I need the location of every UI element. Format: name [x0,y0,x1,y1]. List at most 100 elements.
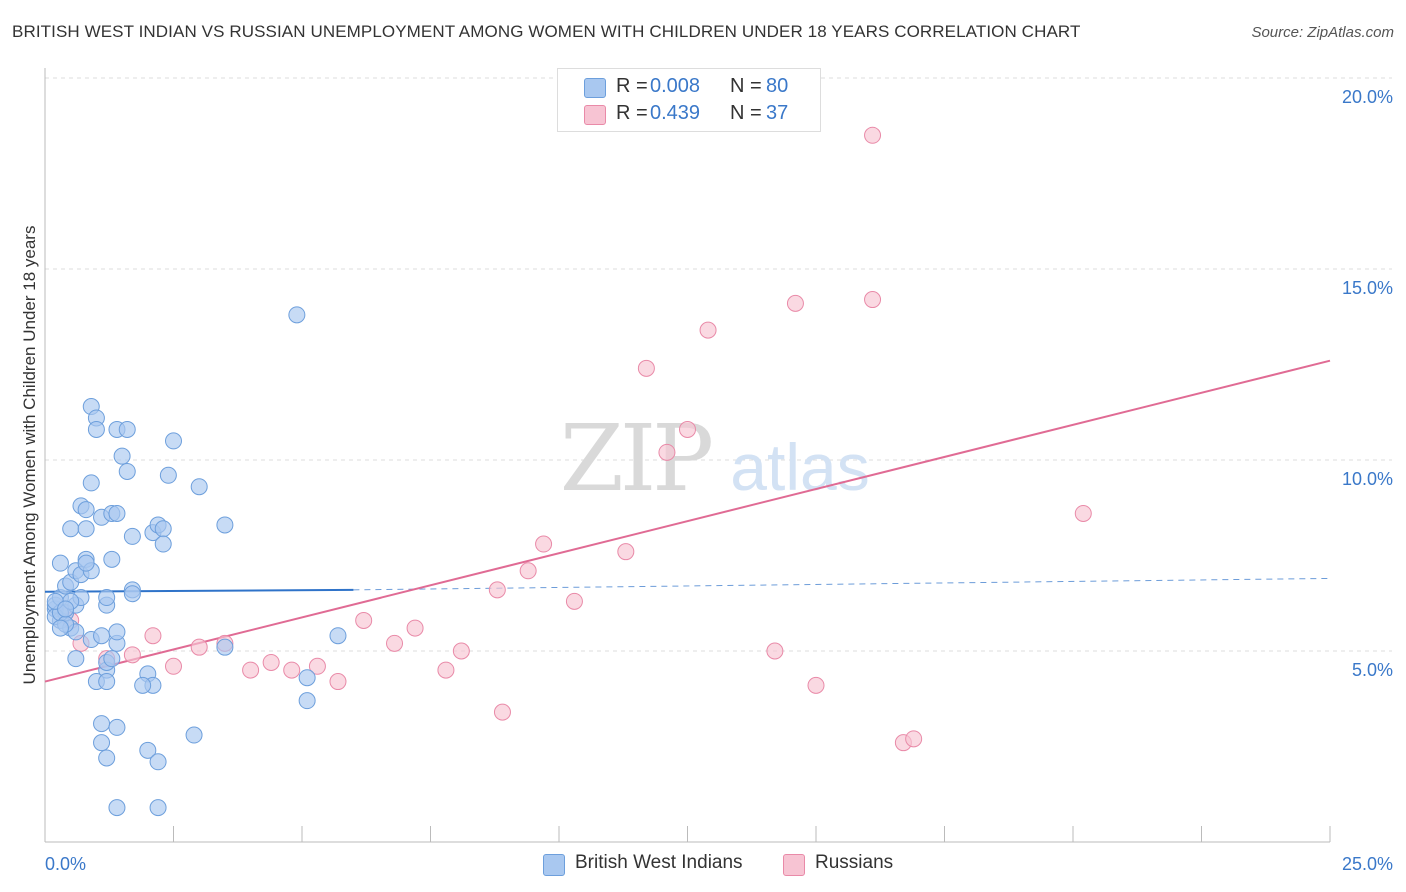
point-british-west-indians [93,715,111,733]
point-russians [262,653,280,671]
point-russians [144,627,162,645]
legend-r-value: 0.008 [650,75,701,97]
legend-swatch-blue [584,78,606,98]
point-british-west-indians [216,638,234,656]
point-british-west-indians [298,692,316,710]
point-british-west-indians [123,585,141,603]
point-russians [488,581,506,599]
legend-n-value: 37 [766,102,789,124]
point-russians [905,730,923,748]
point-british-west-indians [298,669,316,687]
point-british-west-indians [185,726,203,744]
point-british-west-indians [93,734,111,752]
point-british-west-indians [118,420,136,438]
point-british-west-indians [98,749,116,767]
legend-n-label: N = [730,102,762,124]
point-british-west-indians [57,600,75,618]
point-russians [637,359,655,377]
point-russians [519,562,537,580]
point-british-west-indians [123,527,141,545]
point-british-west-indians [113,447,131,465]
point-british-west-indians [103,650,121,668]
point-russians [617,543,635,561]
legend-swatch-pink [584,105,606,125]
point-british-west-indians [77,520,95,538]
point-british-west-indians [67,650,85,668]
source-label: Source: ZipAtlas.com [1251,24,1394,41]
trend-lines [44,359,1331,683]
point-russians [452,642,470,660]
point-russians [699,321,717,339]
point-british-west-indians [108,504,126,522]
trend-line-british-west-indians-extension [353,577,1331,591]
x-tick-label: 0.0% [45,854,86,874]
point-british-west-indians [165,432,182,450]
point-british-west-indians [98,589,116,607]
point-british-west-indians [51,554,69,572]
point-russians [190,638,208,656]
point-british-west-indians [62,520,80,538]
point-russians [807,676,825,694]
point-british-west-indians [329,627,347,645]
point-british-west-indians [82,474,100,492]
point-british-west-indians [108,623,126,641]
point-russians [329,673,347,691]
legend-r-label: R = [616,102,648,124]
point-russians [1074,504,1092,522]
chart-title: BRITISH WEST INDIAN VS RUSSIAN UNEMPLOYM… [12,22,1081,41]
bottom-legend-label: British West Indians [575,852,743,873]
x-tick-label: 25.0% [1342,854,1393,874]
point-russians [308,657,326,675]
y-tick-label: 15.0% [1342,278,1393,298]
point-british-west-indians [118,462,136,480]
point-russians [242,661,260,679]
legend-r-value: 0.439 [650,102,701,124]
point-russians [864,291,882,309]
point-russians [493,703,511,721]
legend-r-label: R = [616,75,648,97]
point-british-west-indians [134,676,152,694]
axes [44,68,1331,843]
point-russians [355,611,373,629]
point-british-west-indians [93,627,111,645]
point-russians [386,634,404,652]
point-british-west-indians [154,535,172,553]
y-tick-label: 5.0% [1352,660,1393,680]
point-russians [283,661,301,679]
legend-n-label: N = [730,75,762,97]
point-british-west-indians [51,619,69,637]
point-british-west-indians [87,420,105,438]
point-british-west-indians [288,306,306,324]
data-points [46,126,1092,817]
point-russians [535,535,553,553]
point-russians [766,642,784,660]
point-british-west-indians [149,799,167,817]
point-british-west-indians [98,673,116,691]
point-russians [165,657,182,675]
point-russians [864,126,882,144]
point-russians [679,420,696,438]
legend-n-value: 80 [766,75,789,97]
point-british-west-indians [149,753,167,771]
point-british-west-indians [77,554,95,572]
trend-line-british-west-indians [44,588,354,593]
gridlines [45,77,1392,652]
bottom-legend-swatch-pink [783,854,805,876]
point-british-west-indians [103,550,121,568]
bottom-legend-label: Russians [815,852,894,873]
point-british-west-indians [108,799,126,817]
y-tick-label: 10.0% [1342,469,1393,489]
trend-line-russians [44,359,1331,683]
watermark-atlas: atlas [730,430,869,504]
watermark: ZIP atlas [560,405,870,512]
tick-labels: 5.0% 10.0% 15.0% 20.0% 0.0% 25.0% [45,87,1393,874]
point-british-west-indians [190,478,208,496]
point-british-west-indians [108,718,126,736]
point-british-west-indians [154,520,172,538]
bottom-legend-swatch-blue [543,854,565,876]
point-british-west-indians [216,516,234,534]
y-axis-label: Unemployment Among Women with Children U… [20,225,39,685]
point-russians [406,619,424,637]
correlation-legend: R = 0.008 N = 80 R = 0.439 N = 37 [557,68,821,132]
